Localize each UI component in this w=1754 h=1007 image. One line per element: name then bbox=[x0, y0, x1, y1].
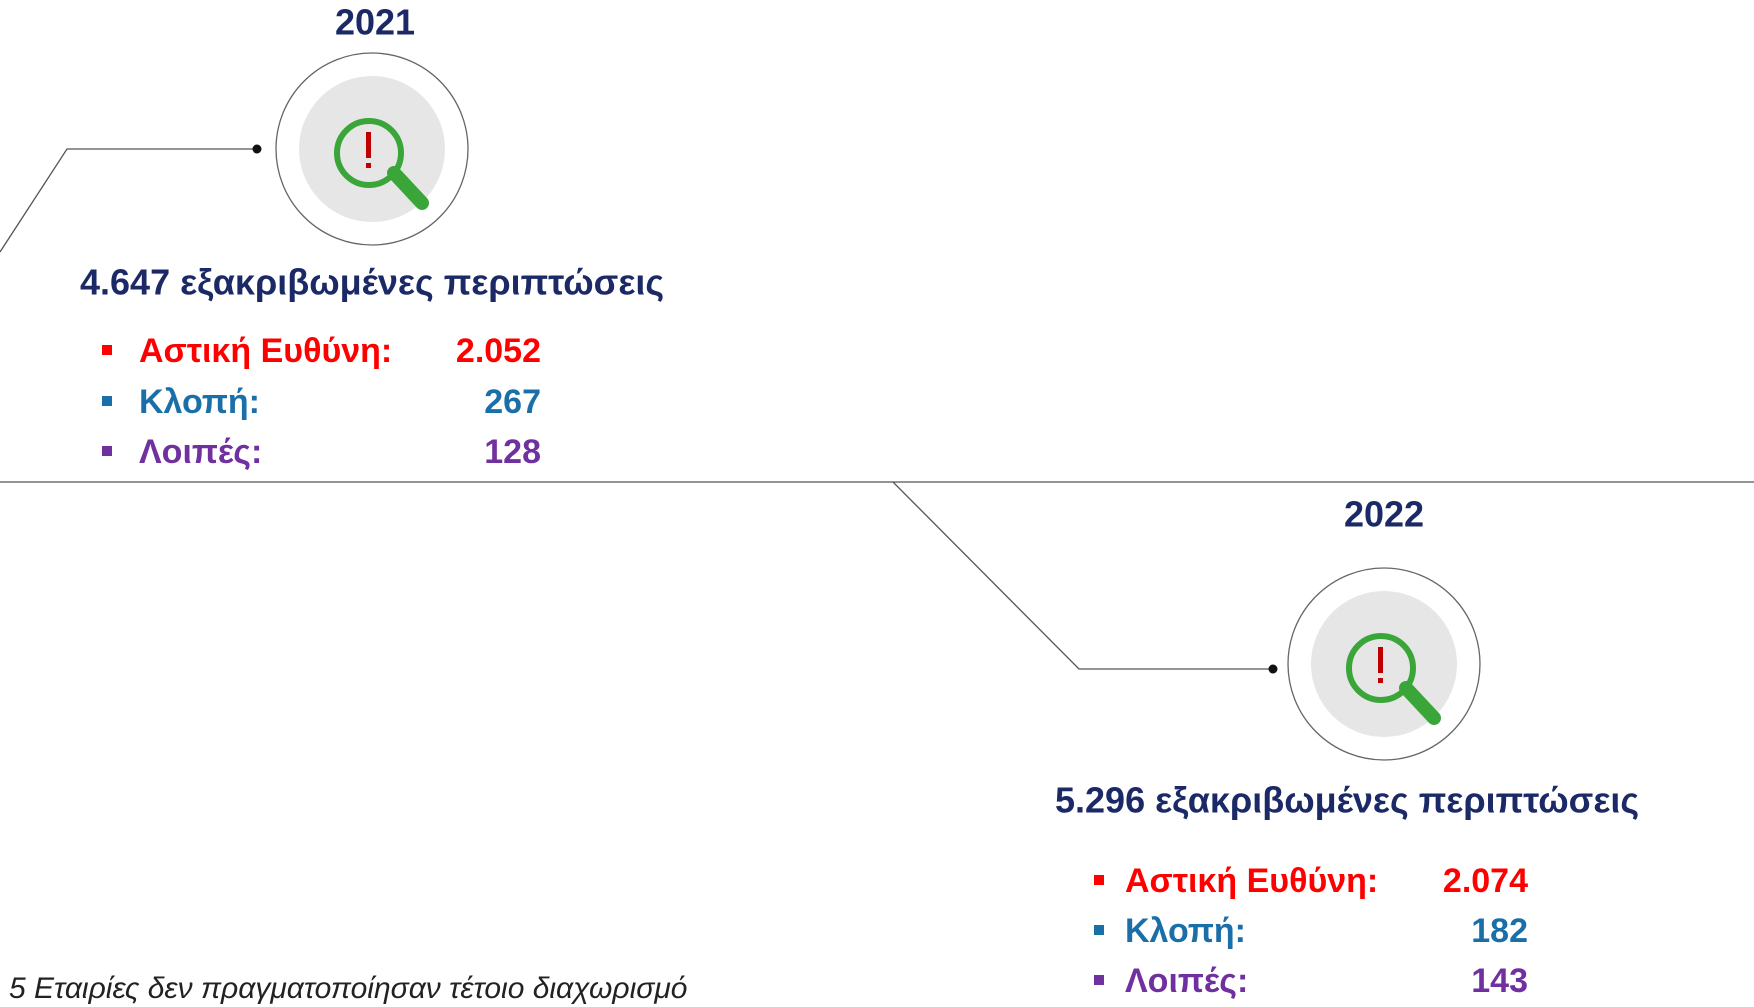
bullet bbox=[102, 446, 112, 456]
headline: 4.647 εξακριβωμένες περιπτώσεις bbox=[80, 262, 664, 303]
exclamation-dot bbox=[366, 163, 371, 168]
item-value: 2.074 bbox=[1443, 862, 1528, 900]
magnifier-lens bbox=[1346, 633, 1416, 703]
item-label: Κλοπή: bbox=[139, 383, 260, 421]
footnote: 5 Εταιρίες δεν πραγματοποίησαν τέτοιο δι… bbox=[9, 972, 687, 1005]
panels: 2021 4.647 εξακριβωμένες περιπτώσεις Αστικ… bbox=[80, 2, 1639, 1000]
bullet bbox=[1094, 975, 1104, 985]
year: 2022 bbox=[1344, 494, 1424, 535]
headline: 5.296 εξακριβωμένες περιπτώσεις bbox=[1055, 780, 1639, 821]
item-label: Αστική Ευθύνη: bbox=[1125, 862, 1378, 900]
bullet bbox=[1094, 925, 1104, 935]
item-label: Κλοπή: bbox=[1125, 912, 1246, 950]
item-value: 267 bbox=[484, 383, 541, 421]
magnifier-lens bbox=[334, 118, 404, 188]
connector-2022 bbox=[0, 481, 1273, 670]
item-label: Αστική Ευθύνη: bbox=[139, 332, 392, 370]
dot bbox=[1268, 664, 1278, 674]
magnifier-handle bbox=[387, 166, 429, 210]
item-value: 143 bbox=[1471, 962, 1528, 1000]
connector-2021 bbox=[0, 148, 257, 253]
year: 2021 bbox=[335, 2, 415, 43]
item-label: Λοιπές: bbox=[139, 433, 262, 471]
bullet bbox=[102, 396, 112, 406]
item-value: 182 bbox=[1471, 912, 1528, 950]
bullet bbox=[102, 345, 112, 355]
item-value: 2.052 bbox=[456, 332, 541, 370]
bullet bbox=[1094, 875, 1104, 885]
item-value: 128 bbox=[484, 433, 541, 471]
exclamation-dot bbox=[1378, 678, 1383, 683]
dot bbox=[252, 144, 262, 154]
exclamation-bar bbox=[1378, 647, 1383, 673]
magnifier-handle bbox=[1399, 681, 1441, 725]
connectors bbox=[0, 148, 1754, 670]
item-label: Λοιπές: bbox=[1125, 962, 1248, 1000]
exclamation-bar bbox=[366, 132, 371, 158]
